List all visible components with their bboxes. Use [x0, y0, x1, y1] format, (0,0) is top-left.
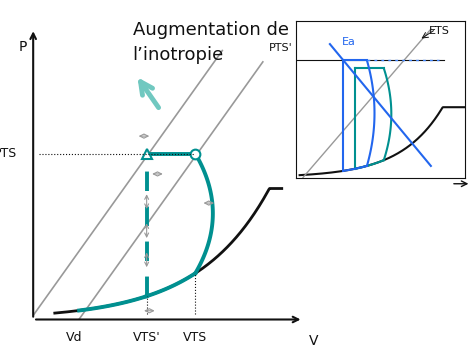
Text: PTS': PTS': [269, 43, 293, 53]
Text: l’inotropie: l’inotropie: [133, 46, 224, 64]
Text: Vd: Vd: [65, 331, 82, 344]
Text: V: V: [309, 334, 318, 348]
Text: Ea: Ea: [342, 37, 356, 47]
Text: ETS: ETS: [429, 26, 450, 36]
Text: VTS: VTS: [183, 331, 208, 344]
Text: PTS: PTS: [0, 147, 17, 160]
Text: P: P: [18, 40, 27, 54]
Text: Augmentation de: Augmentation de: [133, 21, 289, 39]
Text: VTS': VTS': [133, 331, 161, 344]
